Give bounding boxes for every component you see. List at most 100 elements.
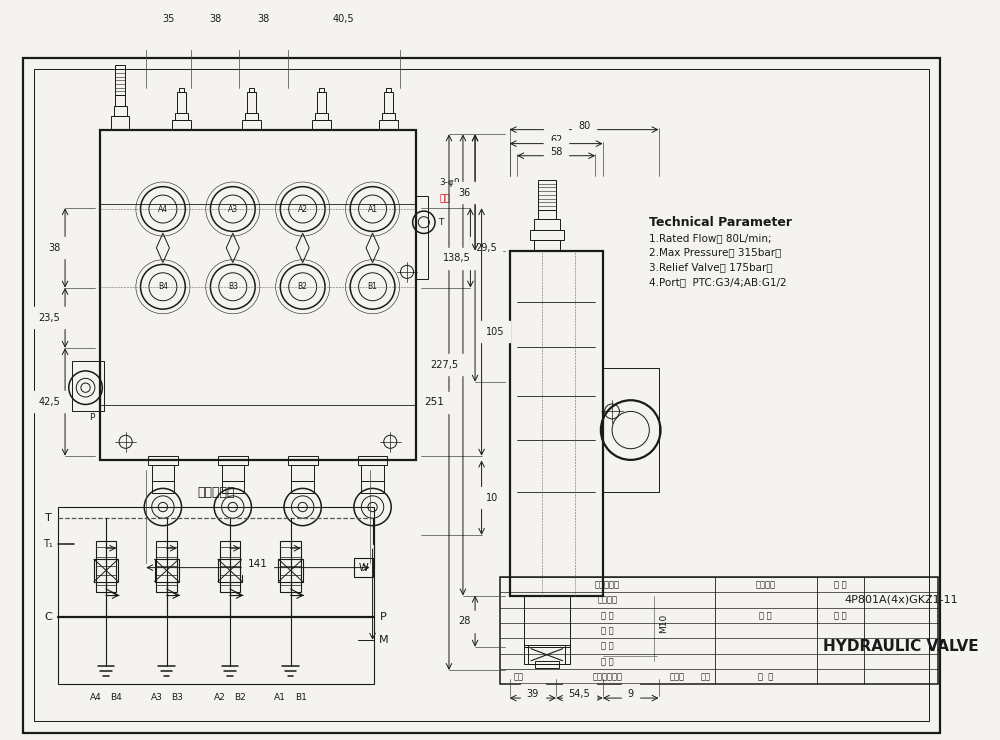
Bar: [96, 541, 116, 592]
Text: 1.Rated Flow： 80L/min;: 1.Rated Flow： 80L/min;: [649, 233, 772, 243]
Text: 38: 38: [48, 243, 60, 253]
Text: C: C: [44, 612, 52, 622]
Text: 第 来: 第 来: [834, 610, 847, 620]
Bar: [222, 465, 244, 481]
Text: HYDRAULIC VALVE: HYDRAULIC VALVE: [823, 639, 979, 653]
Bar: [222, 481, 244, 493]
Text: B2: B2: [298, 282, 308, 292]
Bar: [603, 368, 659, 492]
Text: 2.Max Pressure： 315bar，: 2.Max Pressure： 315bar，: [649, 248, 782, 258]
Bar: [172, 121, 191, 130]
Bar: [317, 92, 326, 113]
Text: 251: 251: [424, 397, 444, 407]
Text: 10: 10: [486, 493, 499, 502]
Bar: [358, 456, 387, 465]
Text: 80: 80: [578, 121, 590, 131]
Bar: [218, 559, 242, 582]
Bar: [249, 88, 254, 92]
Text: 54,5: 54,5: [569, 690, 590, 699]
Text: B1: B1: [295, 693, 307, 702]
Bar: [152, 465, 174, 481]
Text: 更改人: 更改人: [670, 672, 685, 681]
Bar: [242, 121, 261, 130]
Bar: [361, 465, 384, 481]
Text: 工艺检查: 工艺检查: [597, 596, 617, 605]
Text: P: P: [89, 413, 95, 422]
Bar: [538, 180, 556, 209]
Bar: [416, 196, 428, 278]
Bar: [315, 113, 328, 121]
Text: A4: A4: [158, 204, 168, 214]
Bar: [384, 92, 393, 113]
Text: T₁: T₁: [43, 539, 53, 549]
Bar: [291, 481, 314, 493]
Bar: [177, 92, 186, 113]
Text: 图样标记: 图样标记: [756, 580, 776, 589]
Text: 9: 9: [628, 690, 634, 699]
Bar: [115, 65, 125, 95]
Text: 138,5: 138,5: [443, 253, 470, 263]
Bar: [500, 577, 938, 684]
Bar: [524, 645, 570, 664]
Text: 39: 39: [527, 690, 539, 699]
Bar: [220, 541, 240, 592]
Bar: [524, 596, 570, 647]
Text: 共 来: 共 来: [759, 610, 772, 620]
Text: 3-φ9: 3-φ9: [440, 178, 460, 187]
Bar: [94, 559, 118, 582]
Bar: [291, 465, 314, 481]
Text: A2: A2: [298, 204, 308, 214]
Bar: [538, 209, 556, 219]
Text: Technical Parameter: Technical Parameter: [649, 216, 792, 229]
Text: A3: A3: [150, 693, 162, 702]
Text: C: C: [423, 400, 429, 408]
Text: 105: 105: [486, 327, 505, 337]
Bar: [111, 115, 129, 130]
Bar: [179, 88, 184, 92]
Text: B4: B4: [158, 282, 168, 292]
Text: 制 图: 制 图: [601, 642, 614, 650]
Text: 38: 38: [257, 14, 270, 24]
Text: A2: A2: [214, 693, 226, 702]
Text: 校 对: 校 对: [601, 610, 614, 620]
Text: 4.Port：  PTC:G3/4;AB:G1/2: 4.Port： PTC:G3/4;AB:G1/2: [649, 278, 787, 287]
Text: T: T: [438, 218, 443, 226]
Text: A1: A1: [368, 204, 378, 214]
Text: P: P: [380, 612, 387, 622]
Text: W: W: [358, 562, 368, 573]
Text: B3: B3: [171, 693, 183, 702]
Bar: [218, 456, 248, 465]
Text: 设 计: 设 计: [601, 657, 614, 666]
Bar: [114, 107, 127, 115]
Text: 35: 35: [162, 14, 175, 24]
Text: 40,5: 40,5: [333, 14, 354, 24]
Bar: [148, 456, 178, 465]
Text: 38: 38: [209, 14, 221, 24]
Bar: [175, 113, 188, 121]
Bar: [379, 121, 398, 130]
Text: 描 图: 描 图: [601, 626, 614, 635]
Text: 28: 28: [458, 616, 470, 626]
Text: 36: 36: [458, 187, 470, 198]
Bar: [152, 481, 174, 493]
Text: 审  核: 审 核: [758, 672, 773, 681]
Bar: [354, 558, 373, 577]
Bar: [247, 92, 256, 113]
Text: 更改内容说明: 更改内容说明: [592, 672, 622, 681]
Bar: [278, 559, 303, 582]
Text: 通孔: 通孔: [440, 195, 450, 204]
Text: 29,5: 29,5: [475, 243, 497, 253]
Text: 日期: 日期: [700, 672, 710, 681]
Bar: [530, 230, 564, 240]
Bar: [156, 541, 177, 592]
Text: A3: A3: [228, 204, 238, 214]
Text: 液压原理图: 液压原理图: [197, 485, 235, 499]
Text: B1: B1: [368, 282, 378, 292]
Text: 62: 62: [550, 135, 562, 145]
Text: 42,5: 42,5: [39, 397, 60, 407]
Text: 227,5: 227,5: [430, 360, 458, 370]
Bar: [319, 88, 324, 92]
Bar: [361, 481, 384, 493]
Text: 141: 141: [248, 559, 268, 569]
Text: 标准化检查: 标准化检查: [595, 580, 620, 589]
